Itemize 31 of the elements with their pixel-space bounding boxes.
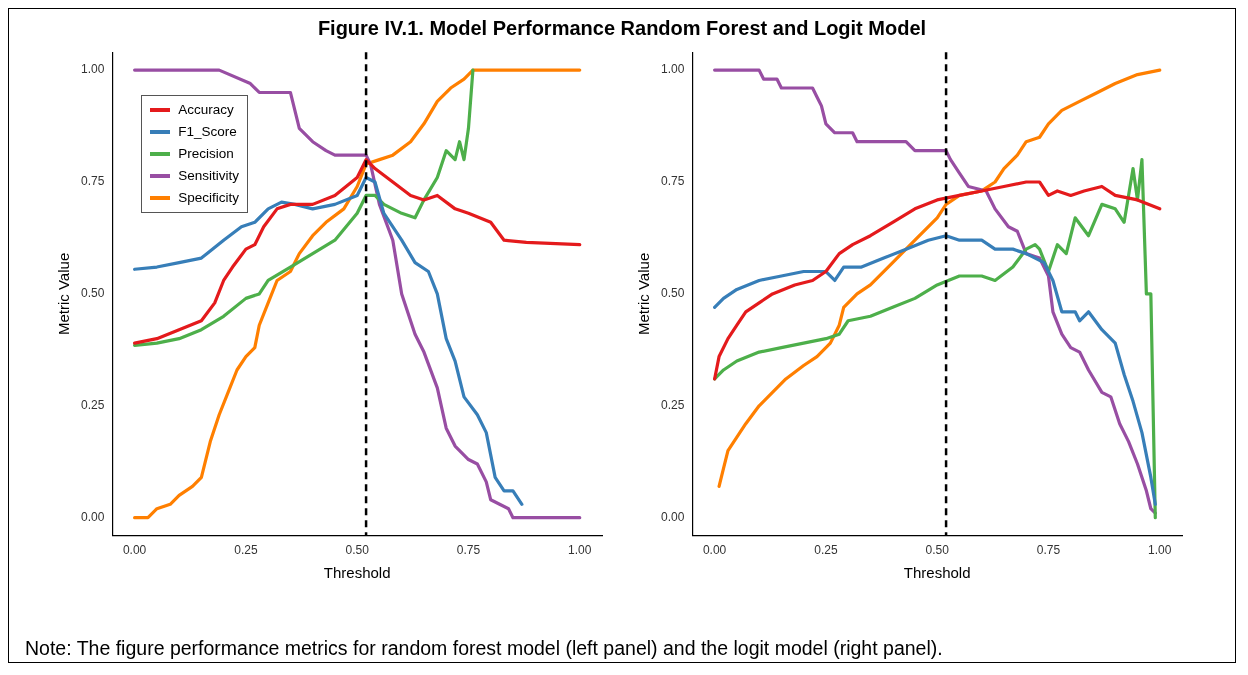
legend-label: Sensitivity — [178, 166, 240, 185]
y-tick-label: 0.50 — [81, 286, 105, 301]
y-axis-title: Metric Value — [55, 252, 73, 336]
y-tick-label: 0.50 — [661, 286, 685, 301]
x-tick-label: 1.00 — [1148, 543, 1172, 558]
text: Note: The figure performance metrics for random forest model (left panel) and the logit model (right panel). — [25, 637, 943, 660]
legend-label: Precision — [178, 144, 234, 163]
x-tick-label: 0.25 — [814, 543, 838, 558]
y-tick-label: 0.25 — [81, 398, 105, 413]
y-tick-label: 0.75 — [81, 174, 105, 189]
x-axis-title: Threshold — [323, 564, 391, 582]
y-tick-label: 0.75 — [661, 174, 685, 189]
x-axis-title: Threshold — [903, 564, 971, 582]
legend-label: Specificity — [178, 188, 240, 207]
x-tick-label: 0.00 — [122, 543, 147, 558]
chart-title: Figure IV.1. Model Performance Random Forest and Logit Model — [316, 17, 928, 40]
x-tick-label: 0.50 — [925, 543, 950, 558]
x-tick-label: 1.00 — [568, 543, 592, 558]
x-tick-label: 0.25 — [234, 543, 258, 558]
x-tick-label: 0.00 — [702, 543, 727, 558]
x-tick-label: 0.50 — [345, 543, 370, 558]
y-tick-label: 1.00 — [661, 62, 685, 77]
y-tick-label: 0.00 — [661, 510, 685, 525]
y-tick-label: 1.00 — [81, 62, 105, 77]
legend-label: F1_Score — [178, 122, 237, 141]
y-axis-title: Metric Value — [635, 252, 653, 336]
x-tick-label: 0.75 — [456, 543, 481, 558]
y-tick-label: 0.25 — [661, 398, 685, 413]
x-tick-label: 0.75 — [1036, 543, 1061, 558]
y-tick-label: 0.00 — [81, 510, 105, 525]
legend-label: Accuracy — [178, 100, 234, 119]
